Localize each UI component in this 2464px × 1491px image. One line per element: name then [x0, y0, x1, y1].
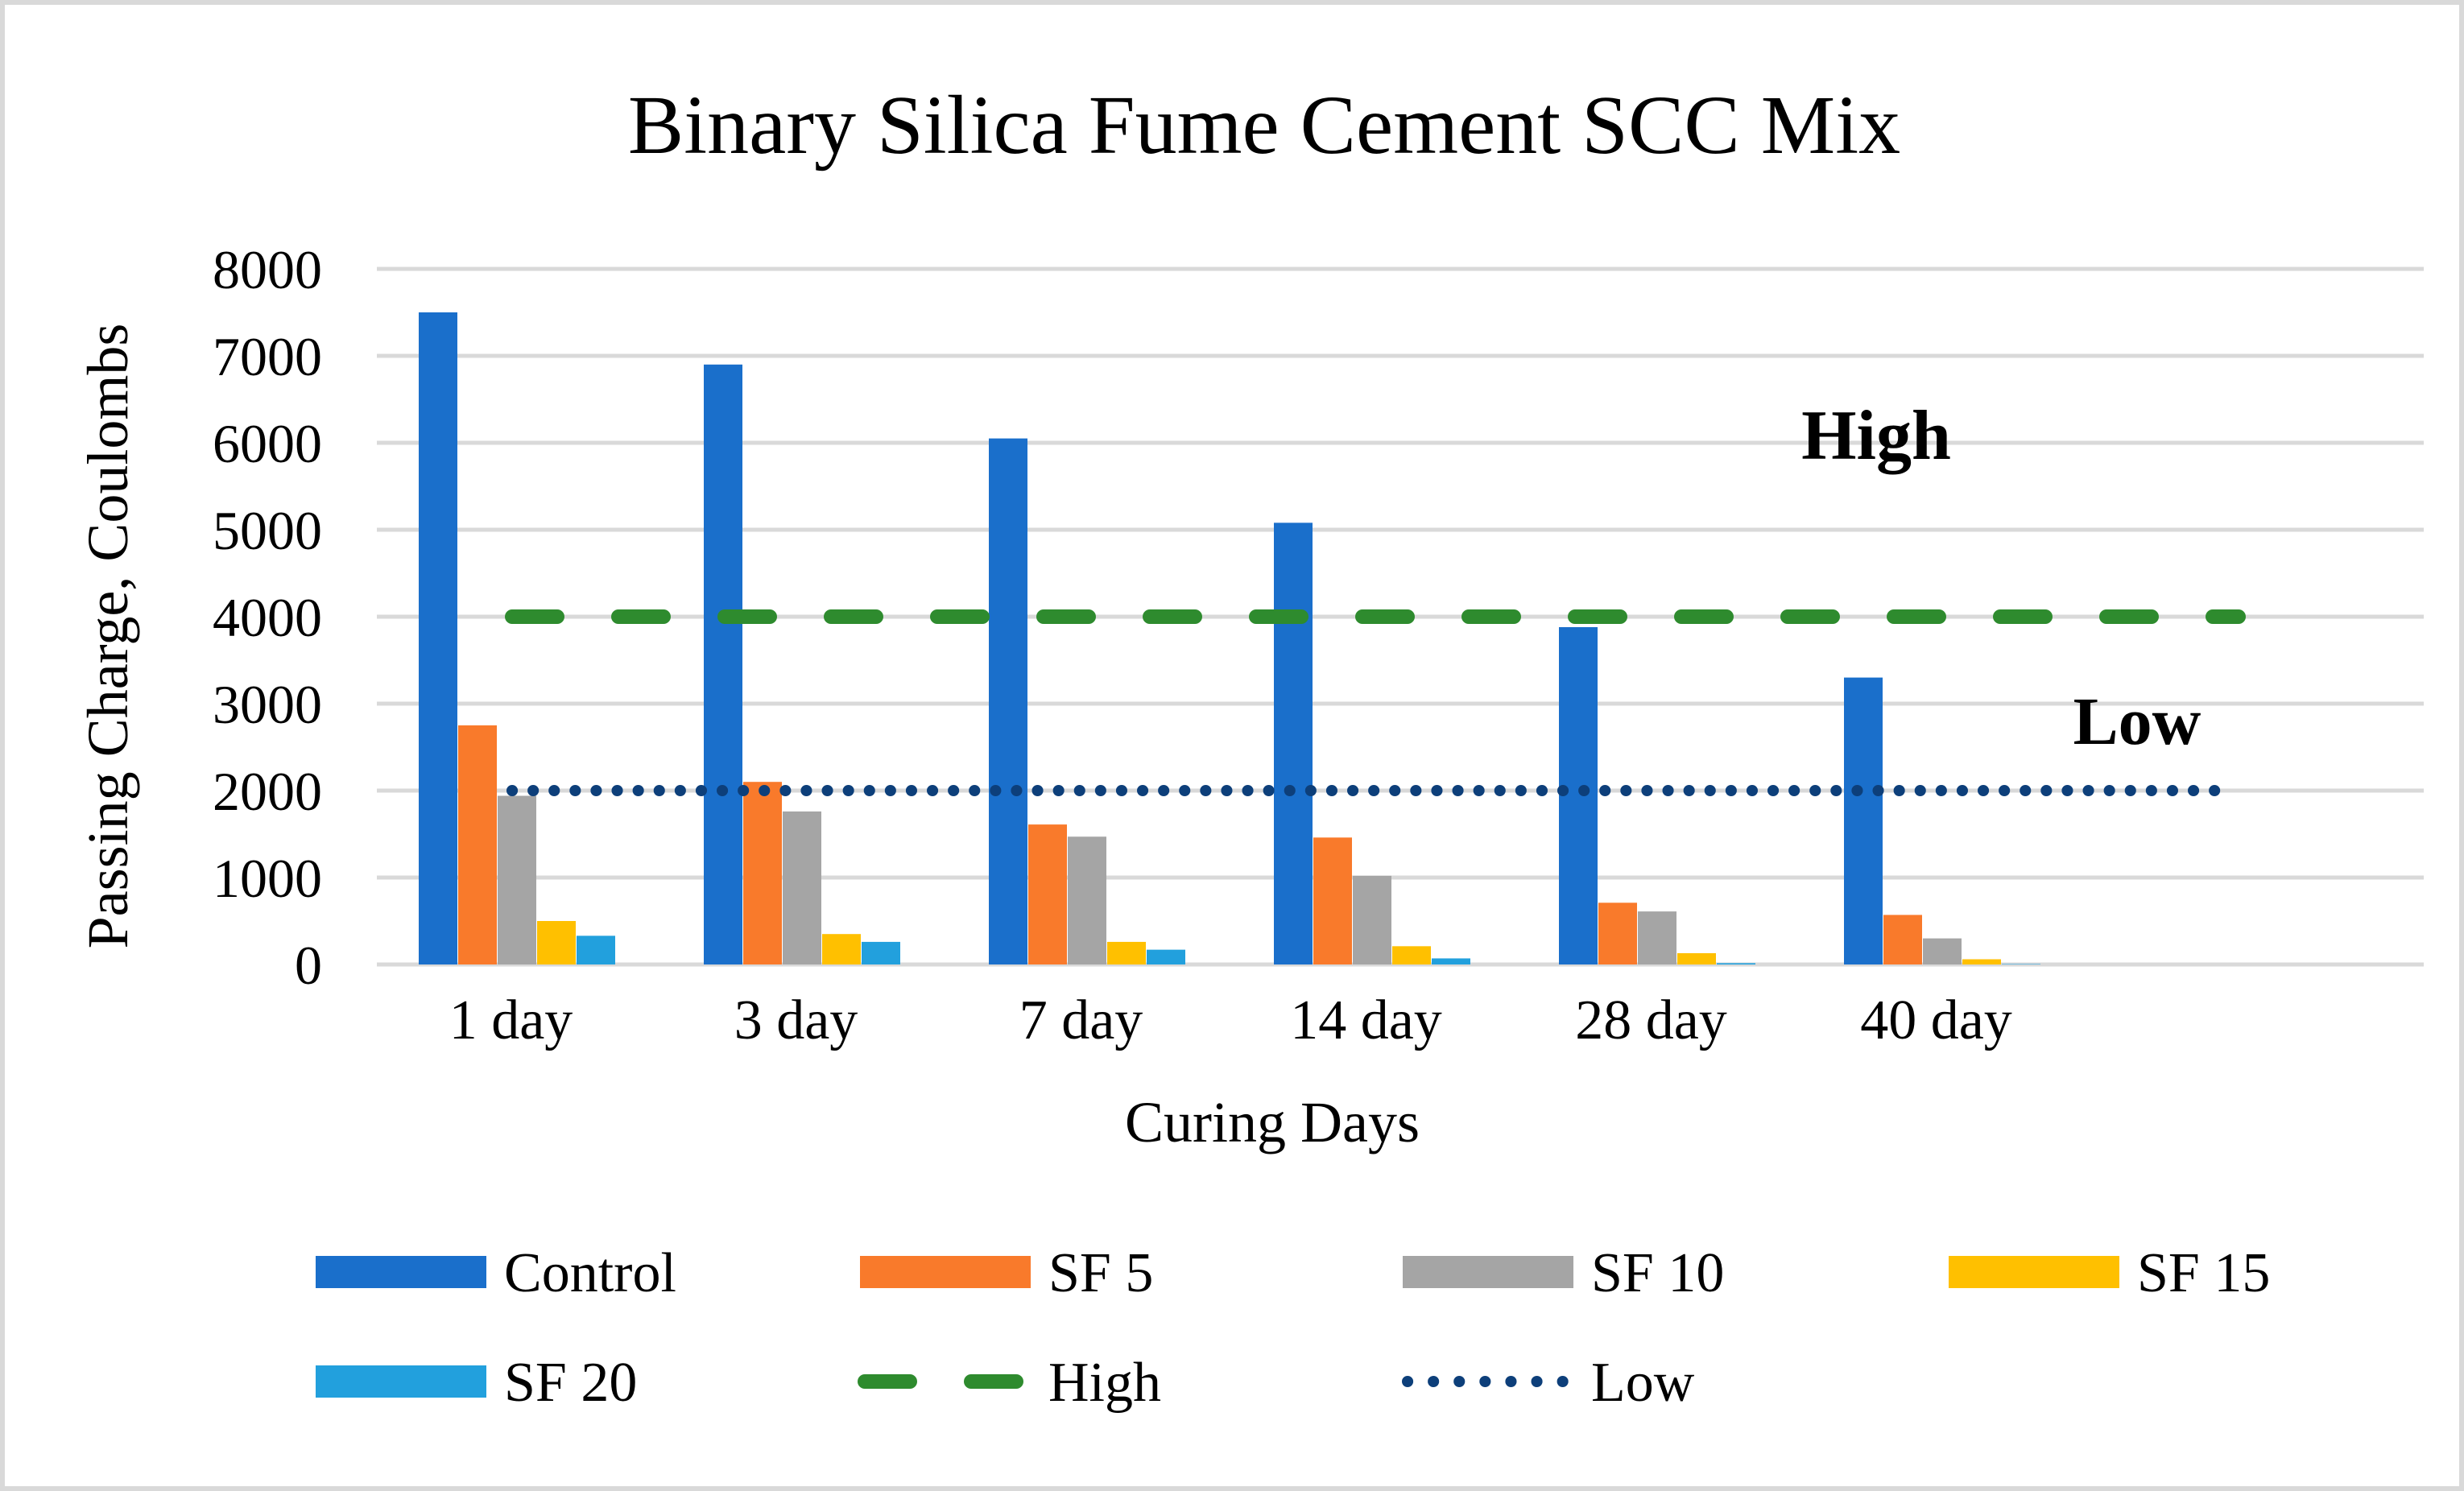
- x-tick-label: 40 day: [1860, 989, 2012, 1051]
- legend-item-control: Control: [316, 1242, 676, 1304]
- bar-sf-10-7-day: [1068, 836, 1106, 964]
- bars: [419, 312, 2040, 964]
- y-tick-label: 8000: [213, 239, 322, 300]
- bar-sf-20-7-day: [1147, 949, 1185, 964]
- y-tick-label: 7000: [213, 326, 322, 387]
- legend-label: Control: [504, 1242, 676, 1304]
- legend-item-sf-15: SF 15: [1949, 1242, 2270, 1304]
- bar-sf-15-3-day: [822, 934, 861, 964]
- x-tick-label: 28 day: [1575, 989, 1727, 1051]
- bar-sf-15-7-day: [1107, 941, 1146, 964]
- y-tick-label: 6000: [213, 413, 322, 474]
- legend-item-sf-5: SF 5: [860, 1242, 1153, 1304]
- y-tick-label: 3000: [213, 674, 322, 735]
- legend-item-low: Low: [1402, 1352, 1695, 1414]
- legend-label: SF 10: [1591, 1242, 1724, 1304]
- legend-item-sf-20: SF 20: [316, 1352, 637, 1414]
- legend-swatch: [1949, 1256, 2119, 1288]
- bar-sf-5-14-day: [1313, 837, 1352, 964]
- bar-sf-10-40-day: [1923, 938, 1962, 964]
- bar-sf-5-40-day: [1883, 915, 1922, 964]
- y-tick-label: 2000: [213, 761, 322, 822]
- y-tick-label: 5000: [213, 500, 322, 561]
- bar-sf-5-1-day: [458, 725, 497, 964]
- legend-item-high: High: [858, 1352, 1161, 1414]
- bar-sf-10-3-day: [783, 811, 821, 964]
- y-tick-label: 0: [295, 935, 322, 996]
- legend-swatch: [860, 1256, 1031, 1288]
- bar-sf-5-3-day: [743, 782, 782, 964]
- chart-svg: Binary Silica Fume Cement SCC Mix 0 1000 2…: [76, 79, 2424, 1414]
- bar-control-3-day: [704, 364, 742, 964]
- legend-label: SF 20: [504, 1352, 637, 1414]
- reference-lines: High Low: [505, 397, 2246, 796]
- legend-label: SF 5: [1048, 1242, 1153, 1304]
- bar-control-7-day: [989, 438, 1027, 964]
- chart-title: Binary Silica Fume Cement SCC Mix: [628, 79, 1900, 171]
- bar-sf-5-28-day: [1598, 902, 1637, 964]
- x-axis-title: Curing Days: [1125, 1090, 1420, 1154]
- bar-sf-15-40-day: [1962, 959, 2001, 964]
- bar-sf-15-28-day: [1677, 952, 1716, 964]
- bar-sf-10-1-day: [498, 795, 536, 964]
- bar-control-40-day: [1844, 677, 1883, 964]
- x-tick-label: 3 day: [734, 989, 858, 1051]
- legend: Control SF 5 SF 10 SF 15 SF 20 High Low: [316, 1242, 2270, 1414]
- bar-sf-10-28-day: [1638, 911, 1676, 964]
- bar-sf-20-14-day: [1432, 958, 1470, 964]
- x-axis-ticks: 1 day 3 day 7 day 14 day 28 day 40 day: [449, 989, 2012, 1051]
- y-axis-ticks: 0 1000 2000 3000 4000 5000 6000 7000 8000: [213, 239, 322, 996]
- bar-sf-15-14-day: [1392, 946, 1431, 964]
- legend-label: SF 15: [2137, 1242, 2270, 1304]
- bar-control-1-day: [419, 312, 457, 964]
- legend-item-sf-10: SF 10: [1403, 1242, 1724, 1304]
- bar-control-14-day: [1274, 522, 1313, 964]
- bar-sf-10-14-day: [1353, 875, 1391, 964]
- y-tick-label: 1000: [213, 848, 322, 909]
- legend-label: Low: [1591, 1352, 1695, 1414]
- bar-sf-5-7-day: [1028, 824, 1067, 964]
- bar-sf-15-1-day: [537, 921, 576, 964]
- annotation-low: Low: [2073, 684, 2201, 759]
- y-tick-label: 4000: [213, 587, 322, 648]
- bar-control-28-day: [1559, 626, 1598, 964]
- legend-swatch: [316, 1256, 486, 1288]
- x-tick-label: 7 day: [1019, 989, 1143, 1051]
- legend-label: High: [1048, 1352, 1161, 1414]
- x-tick-label: 14 day: [1290, 989, 1442, 1051]
- bar-sf-20-28-day: [1717, 963, 1755, 964]
- legend-swatch: [316, 1365, 486, 1398]
- bar-sf-20-3-day: [862, 941, 900, 964]
- x-tick-label: 1 day: [449, 989, 573, 1051]
- annotation-high: High: [1801, 397, 1951, 475]
- y-axis-title: Passing Charge, Coulombs: [76, 324, 140, 949]
- legend-swatch: [1403, 1256, 1573, 1288]
- bar-sf-20-1-day: [577, 935, 615, 964]
